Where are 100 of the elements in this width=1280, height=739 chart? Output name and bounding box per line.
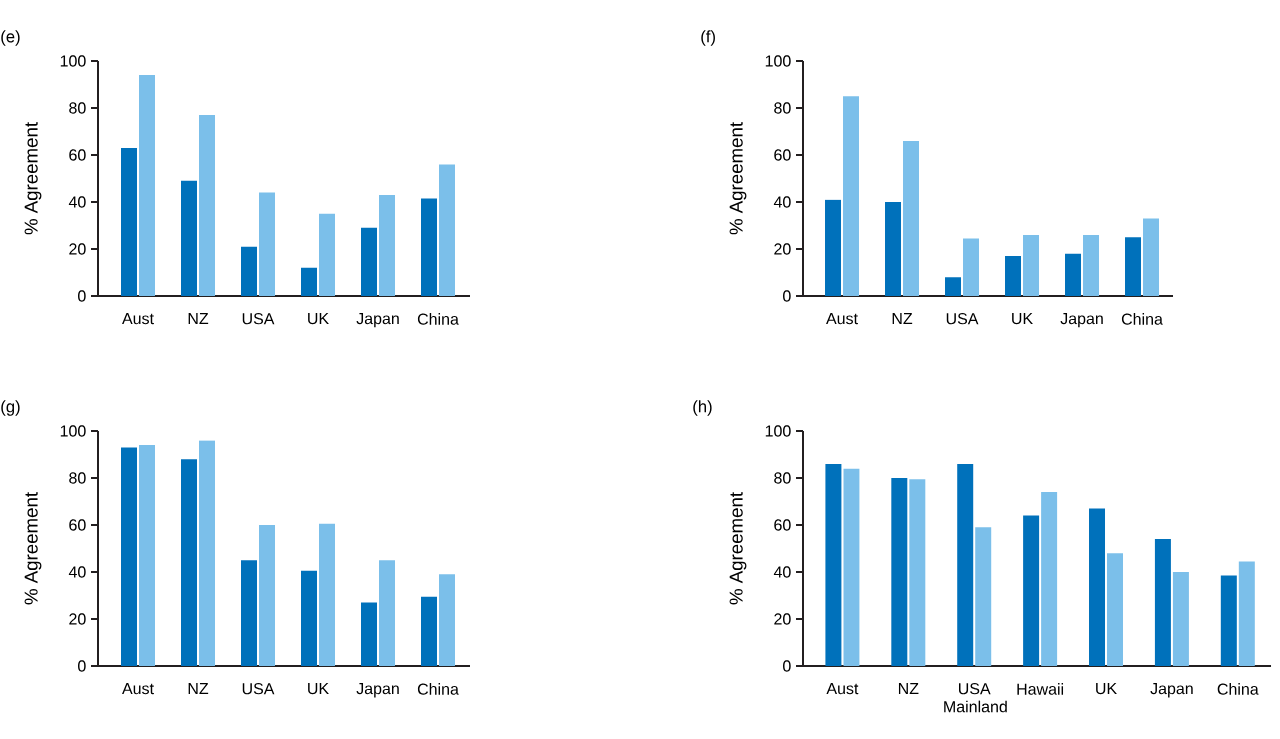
chart-title: (g) [1, 400, 20, 416]
bar [301, 570, 317, 666]
x-tick-label: UK [1096, 683, 1117, 695]
bar [1154, 539, 1171, 666]
bar [1023, 515, 1040, 666]
bar [259, 525, 275, 666]
x-tick-label: Japan [356, 313, 399, 328]
y-tick-label: 60 [774, 519, 791, 531]
bar [439, 164, 455, 296]
x-tick-label: NZ [188, 313, 209, 325]
bar [361, 227, 377, 296]
y-tick-label: 20 [774, 243, 791, 255]
bar [1089, 508, 1106, 666]
x-tick-label: UK [308, 683, 329, 695]
x-tick-label: Aust [826, 313, 858, 325]
bar [945, 277, 962, 296]
y-axis-title: % Agreement [24, 492, 42, 605]
bar [843, 468, 860, 666]
bar [1238, 561, 1255, 666]
bar [241, 246, 257, 296]
y-tick-label: 40 [773, 566, 791, 578]
bar [1172, 572, 1189, 666]
bar [963, 238, 980, 296]
bar [421, 596, 437, 666]
x-tick-label: USA [242, 683, 275, 695]
y-tick-label: 60 [69, 149, 86, 161]
y-tick-label: 80 [69, 102, 86, 114]
bar [1023, 234, 1040, 296]
y-tick-label: 0 [783, 660, 791, 672]
y-tick-label: 40 [773, 196, 791, 208]
bar [1143, 218, 1160, 296]
y-tick-label: 60 [774, 149, 791, 161]
chart-title: (e) [1, 30, 20, 46]
y-tick-label: 80 [774, 472, 791, 484]
bar [975, 527, 992, 666]
y-tick-label: 100 [765, 425, 791, 437]
bar [891, 478, 908, 666]
bar [843, 96, 860, 296]
x-tick-label: NZ [892, 313, 913, 325]
x-tick-label: Hawaii [1017, 683, 1064, 695]
x-tick-label: USA Mainland [944, 683, 1007, 713]
x-tick-label: UK [1012, 313, 1033, 325]
y-tick-label: 0 [783, 290, 791, 302]
bar [241, 560, 257, 666]
bar [199, 440, 215, 666]
bar [825, 199, 842, 296]
bar [957, 463, 974, 666]
bar [181, 459, 197, 666]
bar [1220, 575, 1237, 666]
bar [301, 267, 317, 296]
bar [1041, 492, 1058, 666]
bar [319, 213, 335, 296]
bar [379, 194, 395, 296]
bar [1083, 234, 1100, 296]
bar [181, 180, 197, 296]
bar [121, 447, 137, 666]
bar [909, 479, 926, 666]
bar [825, 463, 842, 666]
x-tick-label: Japan [1150, 683, 1193, 698]
x-tick-label: Aust [122, 683, 154, 695]
bar [361, 602, 377, 666]
bar [319, 523, 335, 666]
bar [121, 147, 137, 296]
x-tick-label: Aust [122, 313, 154, 325]
y-tick-label: 60 [69, 519, 86, 531]
y-tick-label: 80 [774, 102, 791, 114]
y-tick-label: 20 [69, 613, 86, 625]
bar [379, 560, 395, 666]
bar [139, 445, 155, 666]
bar [1005, 256, 1022, 296]
bar [421, 198, 437, 296]
x-tick-label: China [417, 683, 459, 695]
x-tick-label: UK [308, 313, 329, 325]
x-tick-label: Japan [356, 683, 399, 698]
bar [903, 140, 920, 296]
y-tick-label: 20 [69, 243, 86, 255]
x-tick-label: USA [242, 313, 275, 325]
y-tick-label: 80 [69, 472, 86, 484]
chart-title: (f) [701, 30, 715, 46]
x-tick-label: China [417, 313, 459, 325]
y-axis-title: % Agreement [729, 122, 747, 235]
x-tick-label: China [1121, 313, 1163, 325]
y-tick-label: 100 [60, 425, 86, 437]
y-tick-label: 0 [78, 290, 86, 302]
bar [1107, 553, 1124, 666]
bar [199, 115, 215, 296]
y-tick-label: 100 [765, 55, 791, 67]
x-tick-label: USA [946, 313, 979, 325]
x-tick-label: Aust [826, 683, 859, 695]
y-tick-label: 100 [60, 55, 86, 67]
bar [1065, 253, 1082, 296]
bar [885, 201, 902, 296]
x-tick-label: China [1217, 683, 1259, 695]
bar [439, 574, 455, 666]
x-tick-label: Japan [1060, 313, 1103, 328]
x-tick-label: NZ [188, 683, 209, 695]
y-axis-title: % Agreement [24, 122, 42, 235]
bar [1125, 237, 1142, 296]
y-tick-label: 40 [68, 566, 86, 578]
y-tick-label: 20 [774, 613, 791, 625]
